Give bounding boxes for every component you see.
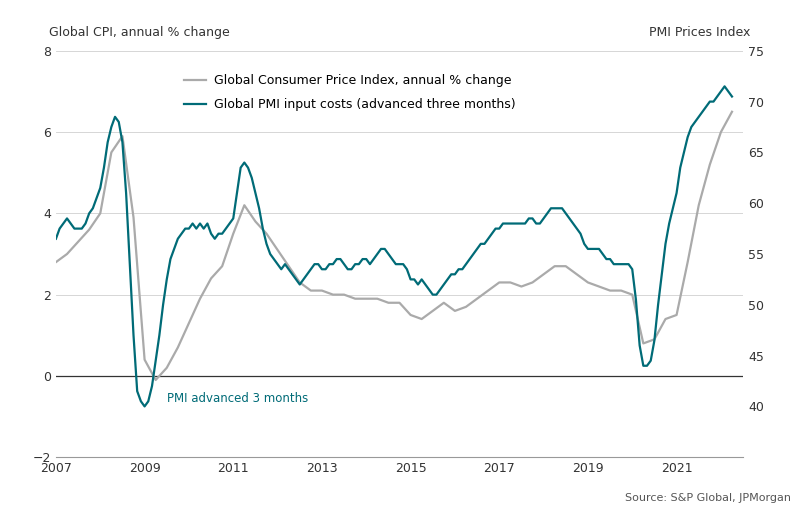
Text: Source: S&P Global, JPMorgan: Source: S&P Global, JPMorgan bbox=[625, 493, 791, 503]
Legend: Global Consumer Price Index, annual % change, Global PMI input costs (advanced t: Global Consumer Price Index, annual % ch… bbox=[179, 69, 521, 116]
Text: Global CPI, annual % change: Global CPI, annual % change bbox=[49, 25, 230, 39]
Text: PMI Prices Index: PMI Prices Index bbox=[649, 25, 750, 39]
Text: PMI advanced 3 months: PMI advanced 3 months bbox=[167, 392, 308, 405]
